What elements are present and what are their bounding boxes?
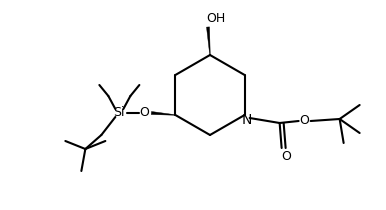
Polygon shape (151, 112, 175, 115)
Text: O: O (282, 150, 291, 163)
Text: O: O (139, 105, 149, 118)
Polygon shape (207, 27, 210, 55)
Text: Si: Si (113, 106, 125, 119)
Text: N: N (242, 113, 252, 127)
Text: OH: OH (207, 12, 226, 25)
Text: O: O (300, 113, 310, 126)
